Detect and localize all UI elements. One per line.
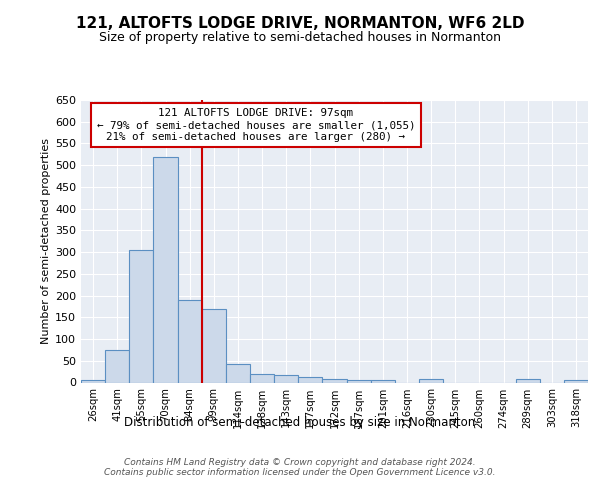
- Bar: [202, 308, 226, 382]
- Bar: [515, 379, 540, 382]
- Bar: [105, 350, 129, 382]
- Text: 121 ALTOFTS LODGE DRIVE: 97sqm
← 79% of semi-detached houses are smaller (1,055): 121 ALTOFTS LODGE DRIVE: 97sqm ← 79% of …: [97, 108, 415, 142]
- Bar: [274, 374, 298, 382]
- Bar: [154, 156, 178, 382]
- Bar: [419, 380, 443, 382]
- Y-axis label: Number of semi-detached properties: Number of semi-detached properties: [41, 138, 51, 344]
- Bar: [347, 380, 371, 382]
- Text: 121, ALTOFTS LODGE DRIVE, NORMANTON, WF6 2LD: 121, ALTOFTS LODGE DRIVE, NORMANTON, WF6…: [76, 16, 524, 32]
- Bar: [298, 377, 322, 382]
- Text: Size of property relative to semi-detached houses in Normanton: Size of property relative to semi-detach…: [99, 31, 501, 44]
- Bar: [226, 364, 250, 382]
- Bar: [371, 380, 395, 382]
- Bar: [178, 300, 202, 382]
- Text: Distribution of semi-detached houses by size in Normanton: Distribution of semi-detached houses by …: [124, 416, 476, 429]
- Bar: [129, 250, 154, 382]
- Bar: [250, 374, 274, 382]
- Text: Contains HM Land Registry data © Crown copyright and database right 2024.
Contai: Contains HM Land Registry data © Crown c…: [104, 458, 496, 477]
- Bar: [81, 380, 105, 382]
- Bar: [564, 380, 588, 382]
- Bar: [322, 379, 347, 382]
